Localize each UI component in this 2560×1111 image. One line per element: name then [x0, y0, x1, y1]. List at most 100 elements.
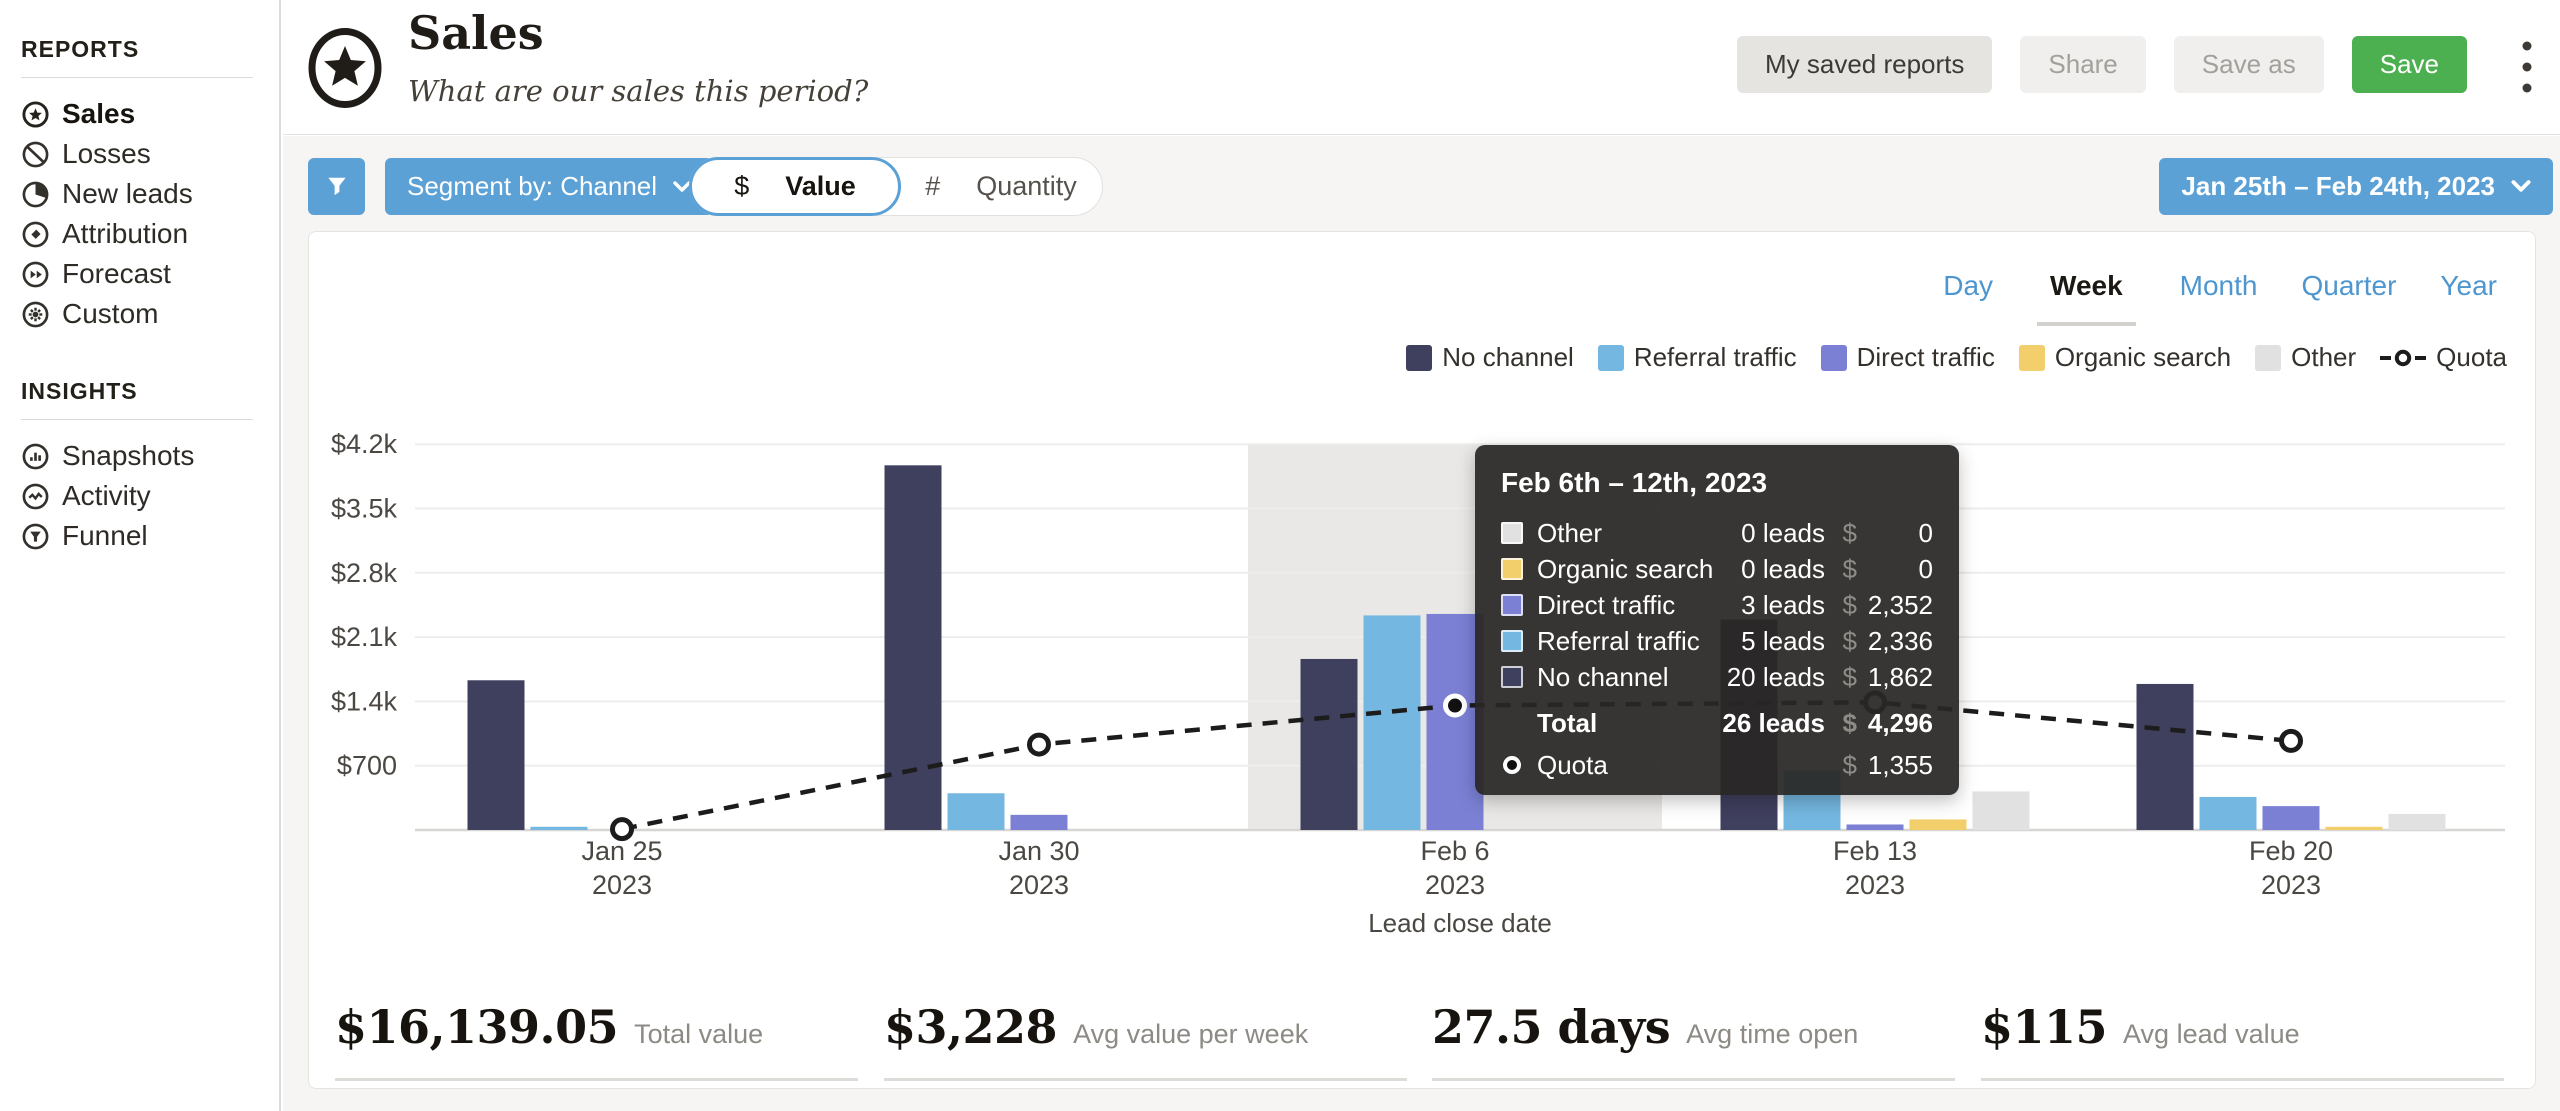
stat-avg-value-per-week: $3,228 Avg value per week — [884, 1000, 1407, 1081]
legend-item-no-channel[interactable]: No channel — [1406, 342, 1574, 373]
share-button[interactable]: Share — [2020, 36, 2146, 93]
sidebar-item-custom[interactable]: Custom — [21, 294, 279, 334]
pie-chart-circle-icon — [22, 181, 49, 207]
sidebar-item-funnel[interactable]: Funnel — [21, 516, 279, 556]
sidebar-item-attribution[interactable]: Attribution — [21, 214, 279, 254]
report-star-badge-icon — [308, 28, 382, 108]
tab-month[interactable]: Month — [2179, 270, 2258, 301]
toggle-option-value[interactable]: $ Value — [689, 157, 901, 216]
kebab-menu-icon[interactable] — [2522, 40, 2532, 94]
sidebar-item-new-leads[interactable]: New leads — [21, 174, 279, 214]
tooltip-label: Other — [1537, 517, 1603, 548]
tab-year[interactable]: Year — [2440, 270, 2497, 301]
bar-no-channel[interactable] — [467, 680, 525, 830]
stat-label: Avg lead value — [2123, 1019, 2300, 1049]
stat-avg-time-open: 27.5 days Avg time open — [1432, 1000, 1955, 1081]
legend-item-other[interactable]: Other — [2255, 342, 2356, 373]
legend-item-referral-traffic[interactable]: Referral traffic — [1597, 342, 1797, 373]
tooltip-value: 4,296 — [1867, 707, 1933, 738]
bar-other[interactable] — [1972, 791, 2030, 830]
legend-item-direct-traffic[interactable]: Direct traffic — [1820, 342, 1995, 373]
gear-circle-icon — [22, 301, 49, 327]
x-axis-tick-label: Jan 30 — [998, 836, 1079, 866]
save-button[interactable]: Save — [2351, 36, 2467, 93]
bar-referral-traffic[interactable] — [530, 826, 588, 830]
tooltip-swatch — [1501, 558, 1523, 580]
bar-direct-traffic[interactable] — [2262, 806, 2320, 830]
quota-marker[interactable] — [2279, 728, 2303, 753]
tooltip-swatch — [1501, 522, 1523, 544]
legend-swatch — [1406, 344, 1433, 371]
bar-organic-search[interactable] — [1909, 819, 1967, 830]
y-axis-tick-label: $700 — [337, 751, 397, 781]
sidebar-item-label: Attribution — [62, 218, 189, 249]
tooltip-label: Quota — [1537, 749, 1608, 780]
sidebar-item-snapshots[interactable]: Snapshots — [21, 436, 279, 476]
tab-day[interactable]: Day — [1943, 270, 1994, 301]
quota-marker[interactable] — [1027, 732, 1051, 757]
stat-label: Total value — [634, 1019, 764, 1049]
sidebar-item-label: New leads — [62, 178, 193, 209]
sidebar-item-losses[interactable]: Losses — [21, 134, 279, 174]
tooltip-swatch — [1501, 666, 1523, 688]
date-range-dropdown[interactable]: Jan 25th – Feb 24th, 2023 — [2159, 158, 2553, 215]
value-option-label: Value — [785, 171, 856, 201]
sidebar-item-label: Activity — [62, 480, 151, 511]
sidebar-item-forecast[interactable]: Forecast — [21, 254, 279, 294]
tooltip-currency: $ — [1842, 707, 1857, 738]
x-axis-tick-year: 2023 — [1009, 870, 1069, 900]
bar-direct-traffic[interactable] — [1846, 824, 1904, 830]
tooltip-value: 2,336 — [1867, 625, 1933, 656]
x-axis-tick-year: 2023 — [1845, 870, 1905, 900]
sidebar-item-sales[interactable]: Sales — [21, 94, 279, 134]
tooltip-label: Total — [1537, 707, 1598, 738]
quota-marker[interactable] — [1443, 693, 1467, 718]
chevron-down-icon — [673, 180, 691, 192]
bar-referral-traffic[interactable] — [2199, 796, 2257, 830]
tooltip-currency: $ — [1842, 749, 1857, 780]
chart-card: Day Week Month Quarter Year No channel R… — [308, 231, 2536, 1089]
bar-no-channel[interactable] — [2136, 683, 2194, 830]
bar-organic-search[interactable] — [2325, 826, 2383, 830]
dollar-symbol: $ — [734, 171, 750, 201]
divider — [21, 419, 253, 420]
stat-total-value: $16,139.05 Total value — [335, 1000, 858, 1081]
legend-item-quota[interactable]: Quota — [2380, 342, 2507, 373]
tooltip-currency: $ — [1842, 517, 1857, 548]
filter-button[interactable] — [308, 158, 365, 215]
sidebar-item-label: Snapshots — [62, 440, 195, 471]
bar-referral-traffic[interactable] — [947, 793, 1005, 830]
quantity-option-label: Quantity — [976, 171, 1077, 201]
tooltip-row-no-channel: No channel 20 leads $ 1,862 — [1501, 659, 1933, 695]
chart-legend: No channel Referral traffic Direct traff… — [1406, 342, 2507, 373]
save-as-button[interactable]: Save as — [2173, 36, 2324, 93]
tab-quarter[interactable]: Quarter — [2301, 270, 2397, 301]
legend-swatch — [1820, 344, 1847, 371]
value-quantity-toggle: $ Value # Quantity — [689, 157, 1103, 216]
main-content: Segment by: Channel $ Value # Quantity J… — [283, 136, 2560, 1111]
x-axis-tick-label: Feb 20 — [2249, 836, 2333, 866]
stat-avg-lead-value: $115 Avg lead value — [1981, 1000, 2504, 1081]
legend-item-organic-search[interactable]: Organic search — [2018, 342, 2231, 373]
bar-chart: $4.2k $3.5k $2.8k $2.1k $1.4k $700 Jan 25 2023 J… — [331, 429, 2505, 938]
date-range-label: Jan 25th – Feb 24th, 2023 — [2181, 171, 2495, 201]
tab-week[interactable]: Week — [2037, 270, 2136, 326]
sidebar-item-label: Losses — [62, 138, 151, 169]
quota-marker[interactable] — [610, 817, 634, 842]
my-saved-reports-button[interactable]: My saved reports — [1736, 36, 1993, 93]
toggle-option-quantity[interactable]: # Quantity — [900, 158, 1102, 215]
funnel-filter-icon — [327, 177, 346, 195]
bar-other[interactable] — [2388, 813, 2446, 830]
stat-value: $115 — [1981, 1000, 2108, 1054]
bar-referral-traffic[interactable] — [1363, 615, 1421, 830]
tooltip-leads: 0 leads — [1741, 517, 1825, 548]
bar-direct-traffic[interactable] — [1426, 613, 1484, 830]
sidebar-item-activity[interactable]: Activity — [21, 476, 279, 516]
header-actions: My saved reports Share Save as Save — [1736, 36, 2467, 93]
bar-no-channel[interactable] — [884, 465, 942, 830]
bar-direct-traffic[interactable] — [1010, 814, 1068, 830]
segment-by-dropdown[interactable]: Segment by: Channel — [385, 158, 714, 215]
bar-no-channel[interactable] — [1300, 658, 1358, 830]
stat-value: $16,139.05 — [335, 1000, 619, 1054]
tooltip-currency: $ — [1842, 625, 1857, 656]
